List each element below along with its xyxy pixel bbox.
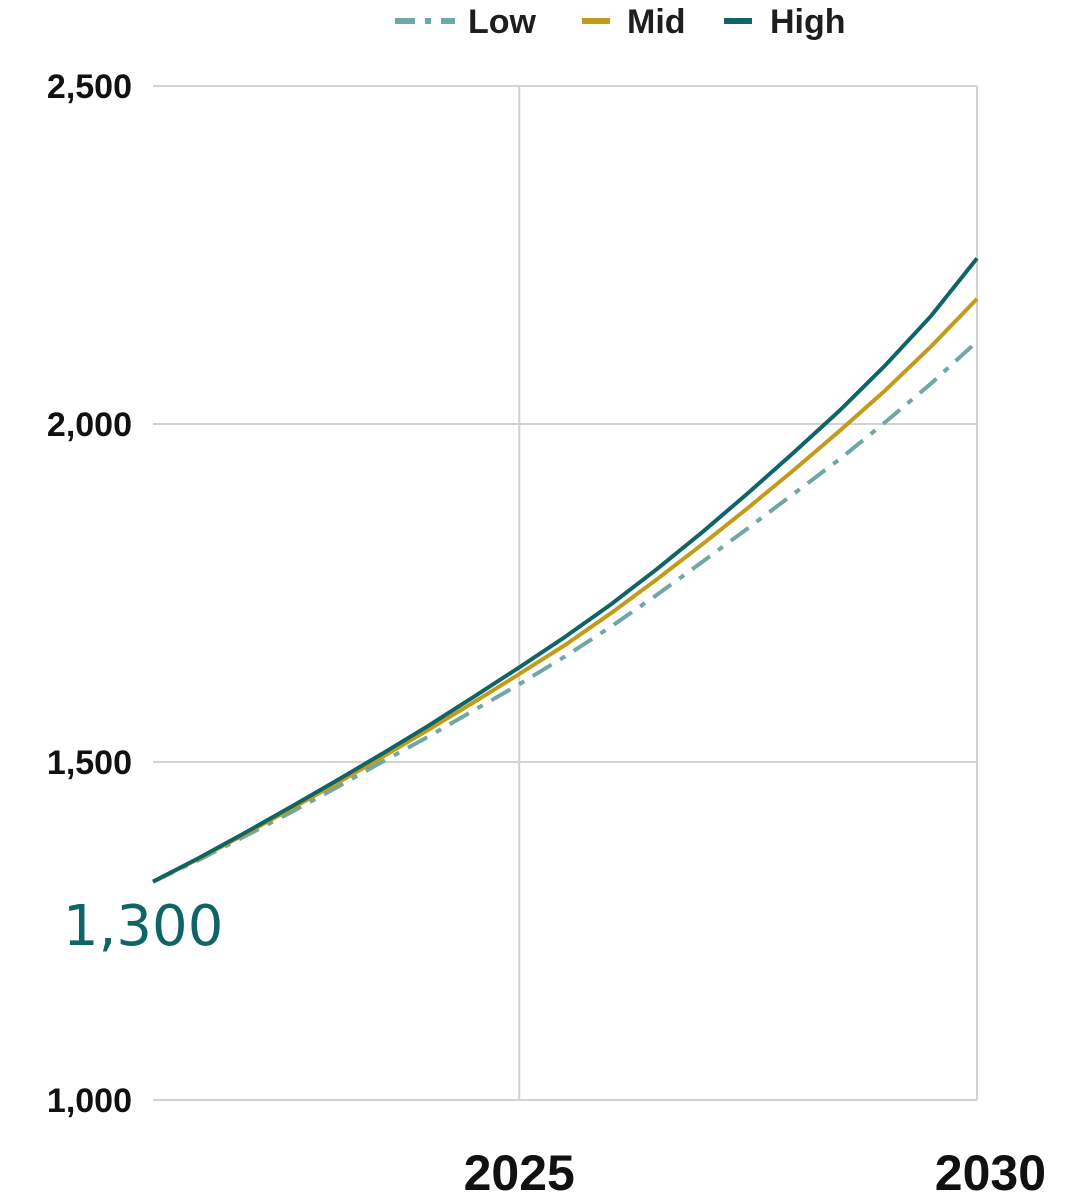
series-lines xyxy=(152,257,979,884)
x-tick-label: 2030 xyxy=(935,1145,1046,1198)
series-line-high xyxy=(152,257,979,884)
legend-high-label: High xyxy=(770,3,846,41)
legend-mid-label: Mid xyxy=(627,3,686,41)
y-tick-label: 1,000 xyxy=(47,1082,132,1120)
y-tick-label: 1,500 xyxy=(47,744,132,782)
grid xyxy=(153,85,978,1101)
y-axis-ticks: 1,000 1,500 2,000 2,500 xyxy=(47,68,132,1120)
legend: Low Mid High xyxy=(395,3,846,41)
series-line-mid xyxy=(152,297,979,884)
annotation-1300: 1,300 xyxy=(63,894,223,959)
y-tick-label: 2,000 xyxy=(47,406,132,444)
series-line-low xyxy=(152,340,979,884)
y-tick-label: 2,500 xyxy=(47,68,132,106)
legend-low-label: Low xyxy=(468,3,537,41)
x-tick-label: 2025 xyxy=(464,1145,575,1198)
x-axis-ticks: 2025 2030 xyxy=(464,1145,1046,1198)
